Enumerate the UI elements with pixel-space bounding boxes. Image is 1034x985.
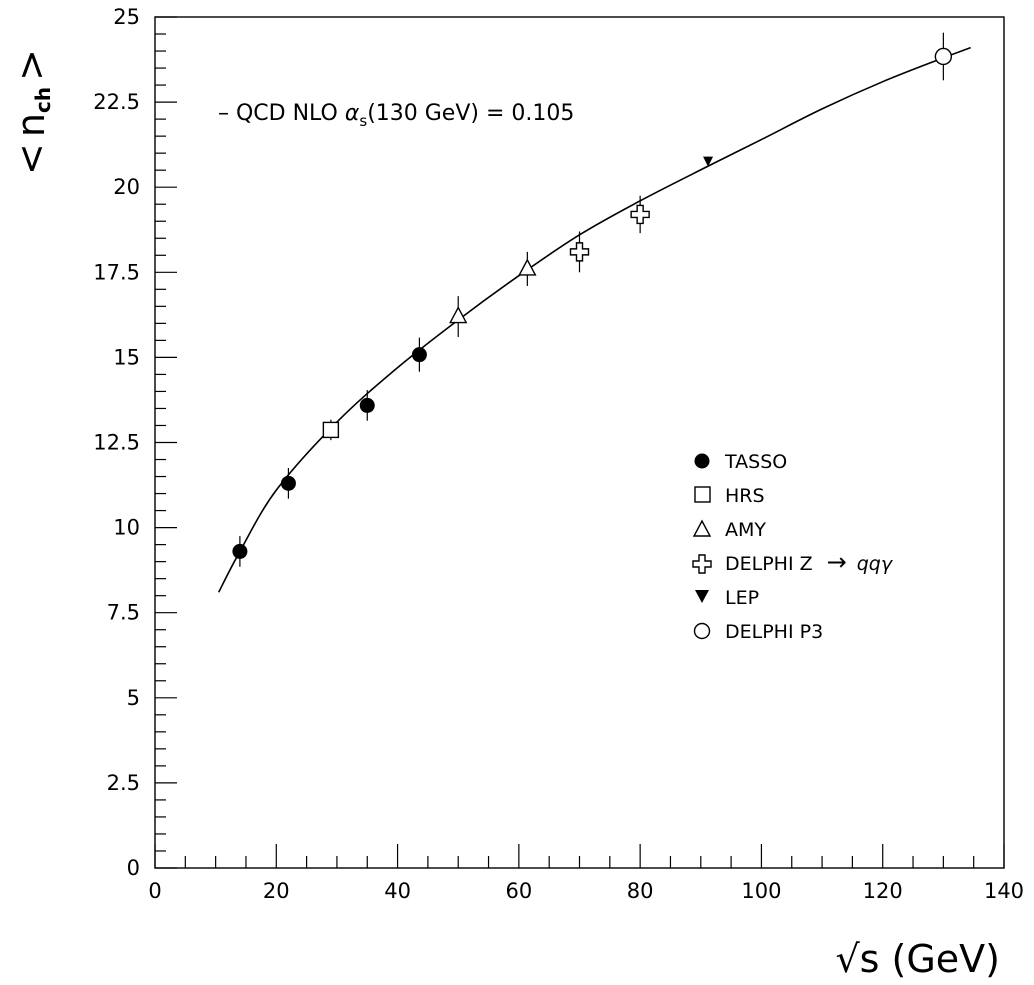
curve-group — [217, 46, 971, 593]
points-group — [232, 32, 953, 567]
y-tick-label: 0 — [127, 856, 140, 880]
y-tick-label: 15 — [113, 345, 140, 369]
y-tick-label: 2.5 — [107, 771, 140, 795]
point-amy — [449, 306, 468, 324]
point-delphi-z-qq — [630, 204, 650, 225]
x-tick-label: 80 — [627, 879, 654, 903]
y-tick-label: 7.5 — [107, 601, 140, 625]
legend-label-delphi-p3: DELPHI P3 — [725, 621, 823, 643]
point-lep — [703, 156, 714, 167]
point-tasso — [411, 347, 427, 363]
point-delphi-p3 — [934, 47, 953, 66]
legend-label-hrs: HRS — [725, 485, 765, 507]
legend-label-tasso: TASSO — [724, 451, 787, 473]
x-tick-label: 20 — [263, 879, 290, 903]
y-tick-label: 22.5 — [93, 90, 140, 114]
qcd-nlo-curve — [217, 46, 971, 593]
point-tasso — [359, 397, 375, 413]
point-tasso — [232, 543, 248, 559]
legend-marker-lep — [695, 590, 709, 603]
x-tick-label: 40 — [384, 879, 411, 903]
legend-marker-hrs — [694, 486, 711, 503]
legend-marker-delphi-z — [692, 554, 712, 574]
x-tick-label: 100 — [741, 879, 781, 903]
y-title-open-bracket: < — [9, 143, 53, 175]
annotation-text: – QCD NLO αs(130 GeV) = 0.105 — [218, 101, 574, 130]
point-amy — [518, 258, 537, 276]
legend: TASSO HRS AMY DELPHI Z → qqγ LEP DELPHI P3 — [692, 451, 894, 643]
y-tick-label: 5 — [127, 686, 140, 710]
y-title-close-bracket: > — [9, 49, 53, 81]
legend-marker-tasso — [694, 453, 710, 469]
legend-marker-amy — [692, 519, 712, 537]
ticks-group: 0 20 40 60 80 100 120 140 0 2.5 5 7.5 10 12.5 15 17.5 20… — [93, 5, 1024, 903]
svg-text:<nch>: < nch > — [9, 49, 55, 175]
y-title-main: n — [9, 113, 53, 137]
y-tick-label: 25 — [113, 5, 140, 29]
y-title-sub: ch — [31, 87, 55, 113]
annotation-suffix: (130 GeV) = 0.105 — [367, 101, 574, 126]
legend-arrow: → — [827, 548, 847, 576]
y-tick-label: 20 — [113, 175, 140, 199]
legend-label-lep: LEP — [725, 587, 759, 609]
point-tasso — [280, 475, 296, 491]
x-axis-title: √s (GeV) — [835, 937, 1000, 981]
y-tick-label: 17.5 — [93, 260, 140, 284]
point-delphi-z-qq — [569, 242, 590, 262]
legend-qqgamma: qqγ — [857, 553, 894, 575]
y-tick-label: 12.5 — [93, 431, 140, 455]
x-tick-label: 120 — [863, 879, 903, 903]
x-tick-label: 60 — [505, 879, 532, 903]
x-tick-label: 140 — [984, 879, 1024, 903]
y-axis-title: < nch > — [9, 49, 55, 175]
legend-marker-delphi-p3 — [693, 622, 711, 640]
plot-frame — [154, 16, 1005, 869]
x-tick-label: 0 — [148, 879, 161, 903]
legend-label-delphi-z: DELPHI Z → qqγ — [725, 548, 894, 576]
point-hrs — [322, 421, 340, 439]
plot-frame-group — [154, 16, 1005, 869]
alpha-subscript: s — [359, 112, 367, 130]
legend-label-amy: AMY — [725, 519, 766, 541]
y-tick-label: 10 — [113, 516, 140, 540]
alpha-symbol: α — [345, 101, 360, 126]
